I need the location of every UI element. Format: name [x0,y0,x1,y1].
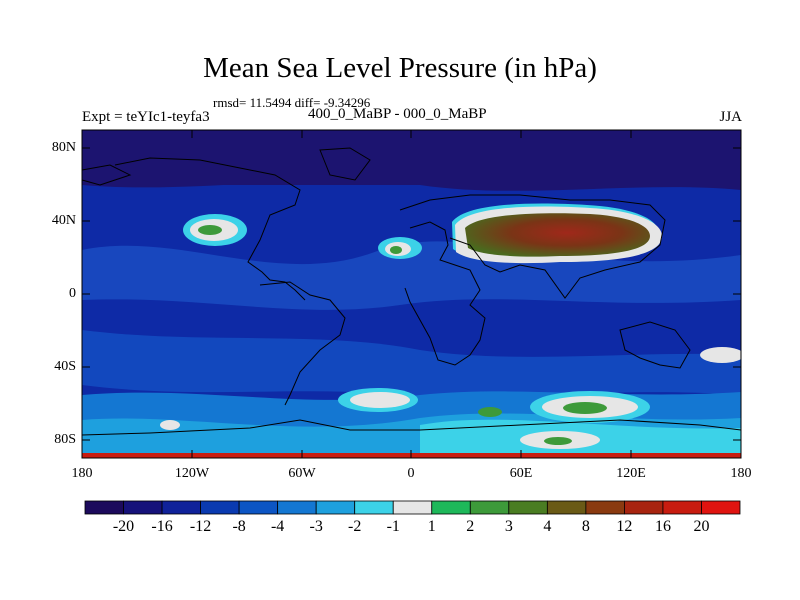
outline-arctic-islands [82,164,132,186]
lat-tick-label: 40N [51,213,76,228]
colorbar-box [585,500,625,515]
lon-tick-label: 60E [509,466,533,481]
colorbar-box [277,500,317,515]
season-label: JJA [719,109,742,125]
lon-tick-label: 0 [407,466,415,481]
colorbar [84,500,741,515]
axis-ticks [82,130,741,458]
outline-eurasia [399,194,666,299]
outline-antarctica [82,419,741,436]
field-band-2 [82,330,741,398]
colorbar-box [84,500,124,515]
colorbar-box [123,500,163,515]
lat-tick-label: 80N [51,140,76,155]
outline-africa [404,221,486,366]
lon-tick-label: 120W [174,466,210,481]
colorbar-box [431,500,471,515]
lat-tick-label: 80S [54,432,76,447]
experiment-label: Expt = teYIc1-teyfa3 [82,109,210,125]
colorbar-box [469,500,510,515]
colorbar-label: 16 [654,518,671,535]
field-high-s1-inner [350,392,410,408]
lon-tick-label: 180 [71,466,93,481]
colorbar-box [624,500,664,515]
field-high-na-core [198,225,222,235]
colorbar-label: 1 [427,518,436,535]
lon-tick-label: 180 [730,466,752,481]
colorbar-box [354,500,394,515]
field-high-atl-core [390,246,402,254]
stats-subtitle: rmsd= 11.5494 diff= -9.34296 [213,95,371,110]
colorbar-label: -20 [112,518,135,535]
plot-title: Mean Sea Level Pressure (in hPa) [203,52,597,84]
outline-north-america [114,157,306,301]
colorbar-box [315,500,356,515]
colorbar-label: -1 [386,518,400,535]
colorbar-box [392,500,433,515]
outline-australia [619,321,691,369]
colorbar-box [546,500,587,515]
outline-south-america [259,281,346,406]
field-north-polar-edge [82,130,741,191]
comparison-label: 400_0_MaBP - 000_0_MaBP [308,106,487,122]
field-high-asia-core [465,213,650,257]
lat-tick-label: 40S [54,359,76,374]
continent-outlines [82,147,741,436]
pressure-field [82,130,741,458]
colorbar-box [200,500,240,515]
field-high-s3-core [544,437,572,445]
colorbar-box [508,500,548,515]
colorbar-label: -4 [270,518,285,535]
field-high-s6 [160,420,180,430]
field-high-s2-core [563,402,607,414]
colorbar-label: 2 [466,518,475,535]
outline-greenland [319,147,371,181]
lon-tick-label: 60W [288,466,316,481]
colorbar-box [161,500,201,515]
colorbar-box [662,500,702,515]
colorbar-label: -12 [189,518,212,535]
lat-tick-label: 0 [69,286,76,301]
colorbar-box [238,500,279,515]
colorbar-label: 8 [581,518,590,535]
colorbar-label: 20 [693,518,710,535]
lon-tick-label: 120E [616,466,646,481]
field-high-s5 [700,347,741,363]
colorbar-label: -3 [309,518,323,535]
colorbar-label: -16 [151,518,173,535]
colorbar-box [701,500,741,515]
colorbar-label: 12 [616,518,633,535]
colorbar-label: 3 [504,518,513,535]
field-high-s4 [478,407,502,417]
colorbar-label: -8 [232,518,246,535]
colorbar-label: 4 [543,518,552,535]
colorbar-label: -2 [348,518,362,535]
